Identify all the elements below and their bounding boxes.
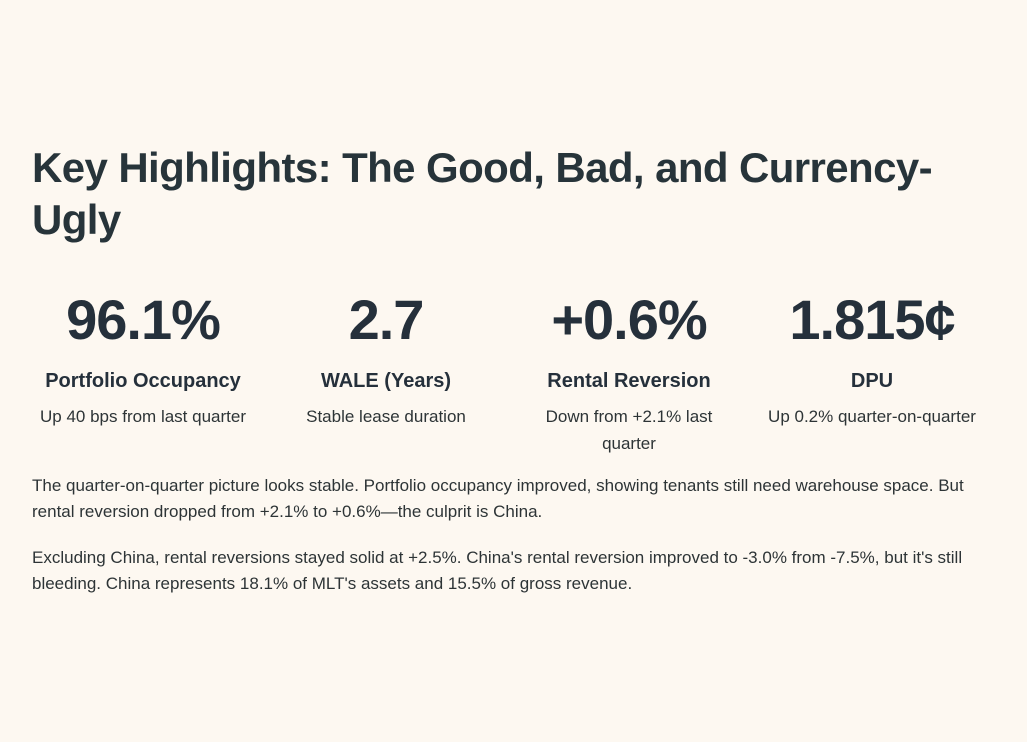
stat-rental-reversion: +0.6% Rental Reversion Down from +2.1% l… [518,292,740,457]
stat-description: Up 0.2% quarter-on-quarter [768,407,976,426]
body-paragraph: The quarter-on-quarter picture looks sta… [32,476,964,521]
stat-description: Stable lease duration [306,407,466,426]
stat-portfolio-occupancy: 96.1% Portfolio Occupancy Up 40 bps from… [32,292,254,430]
stat-label: DPU [850,370,894,392]
stat-label: Rental Reversion [547,370,711,392]
stat-label: Portfolio Occupancy [45,370,241,392]
stat-value: 2.7 [348,288,425,351]
stat-value: 1.815¢ [789,288,955,351]
section-title: Key Highlights: The Good, Bad, and Curre… [32,144,933,243]
stat-description: Down from +2.1% last quarter [545,407,713,453]
stat-label: WALE (Years) [320,370,452,392]
stat-dpu: 1.815¢ DPU Up 0.2% quarter-on-quarter [761,292,983,430]
highlights-section: Key Highlights: The Good, Bad, and Curre… [32,142,992,593]
stats-row: 96.1% Portfolio Occupancy Up 40 bps from… [32,292,1002,462]
stat-value: 96.1% [66,288,221,351]
body-paragraph: Excluding China, rental reversions staye… [32,548,963,593]
stat-wale: 2.7 WALE (Years) Stable lease duration [275,292,497,430]
stat-value: +0.6% [551,288,707,351]
stat-description: Up 40 bps from last quarter [40,407,246,426]
